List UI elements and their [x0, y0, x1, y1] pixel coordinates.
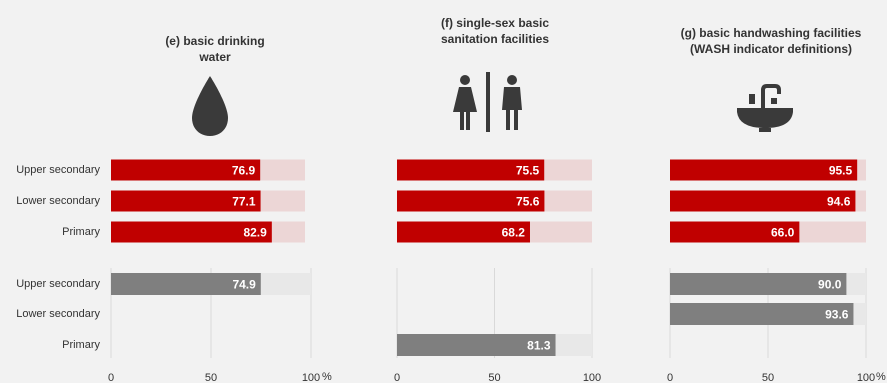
- panel-e-x-tick-0: 0: [108, 372, 114, 383]
- panel-f-title-line2: sanitation facilities: [440, 32, 550, 46]
- panel-g-unit: %: [876, 371, 886, 383]
- panel-g-label-bottom-lower-secondary: 93.6: [825, 308, 849, 322]
- panel-f-x-tick-100: 100: [583, 372, 601, 383]
- row-label-primary-top: Primary: [62, 226, 100, 238]
- panel-g-label-top-lower-secondary: 94.6: [827, 195, 851, 209]
- panel-e-bar-top-lower-secondary: [111, 190, 261, 212]
- panel-f-label-top-lower-secondary: 75.6: [516, 195, 540, 209]
- panel-f-bar-top-primary: [397, 221, 530, 243]
- panel-e-label-bottom-upper-secondary: 74.9: [232, 278, 256, 292]
- panel-g-title: (g) basic handwashing facilities (WASH i…: [655, 25, 887, 57]
- row-label-lower-secondary-top: Lower secondary: [16, 195, 100, 207]
- panel-g-bar-top-lower-secondary: [670, 190, 856, 212]
- panel-e-x-tick-100: 100: [302, 372, 320, 383]
- panel-f-bar-top-lower-secondary: [397, 190, 545, 212]
- panel-f-title-line1: (f) single-sex basic: [440, 16, 550, 30]
- panel-g-x-tick-100: 100: [857, 372, 875, 383]
- sink-icon: [737, 84, 793, 132]
- panel-g-bar-bottom-upper-secondary: [670, 273, 847, 295]
- panel-g-x-tick-50: 50: [762, 372, 774, 383]
- panel-g-label-top-primary: 66.0: [771, 226, 795, 240]
- panel-e-x-tick-50: 50: [205, 372, 217, 383]
- panel-g-title-line2: (WASH indicator definitions): [690, 42, 852, 56]
- panel-g-bar-top-upper-secondary: [670, 159, 858, 181]
- panel-e-title-line2: water: [199, 50, 231, 64]
- panel-f-bar-bottom-primary: [397, 334, 556, 356]
- panel-g-title-line1: (g) basic handwashing facilities: [680, 26, 862, 40]
- panel-e-unit: %: [322, 371, 332, 383]
- panel-e-title-line1: (e) basic drinking: [165, 34, 265, 48]
- panel-e-label-top-primary: 82.9: [243, 226, 267, 240]
- panel-f-x-tick-50: 50: [488, 372, 500, 383]
- panel-g-bar-top-primary: [670, 221, 800, 243]
- panel-g-bar-bottom-lower-secondary: [670, 303, 854, 325]
- panel-e-label-top-upper-secondary: 76.9: [232, 164, 256, 178]
- panel-e-label-top-lower-secondary: 77.1: [232, 195, 256, 209]
- panel-e-bar-bottom-upper-secondary: [111, 273, 261, 295]
- panel-f-x-tick-0: 0: [394, 372, 400, 383]
- row-label-lower-secondary-bottom: Lower secondary: [16, 308, 100, 320]
- panel-f-label-bottom-primary: 81.3: [527, 339, 551, 353]
- panel-f-label-top-primary: 68.2: [502, 226, 526, 240]
- panel-e-bar-top-primary: [111, 221, 272, 243]
- water-drop-icon: [192, 76, 228, 136]
- panel-e-bar-top-upper-secondary: [111, 159, 261, 181]
- row-label-upper-secondary-bottom: Upper secondary: [16, 278, 100, 290]
- row-label-upper-secondary-top: Upper secondary: [16, 164, 100, 176]
- panel-g-label-bottom-upper-secondary: 90.0: [818, 278, 842, 292]
- panel-e-title: (e) basic drinking water: [140, 33, 290, 65]
- panel-g-label-top-upper-secondary: 95.5: [829, 164, 853, 178]
- row-label-primary-bottom: Primary: [62, 339, 100, 351]
- panel-g-x-tick-0: 0: [667, 372, 673, 383]
- toilet-sign-icon: [453, 72, 522, 132]
- panel-f-label-top-upper-secondary: 75.5: [516, 164, 540, 178]
- panel-f-title: (f) single-sex basic sanitation faciliti…: [410, 15, 580, 47]
- panel-f-bar-top-upper-secondary: [397, 159, 545, 181]
